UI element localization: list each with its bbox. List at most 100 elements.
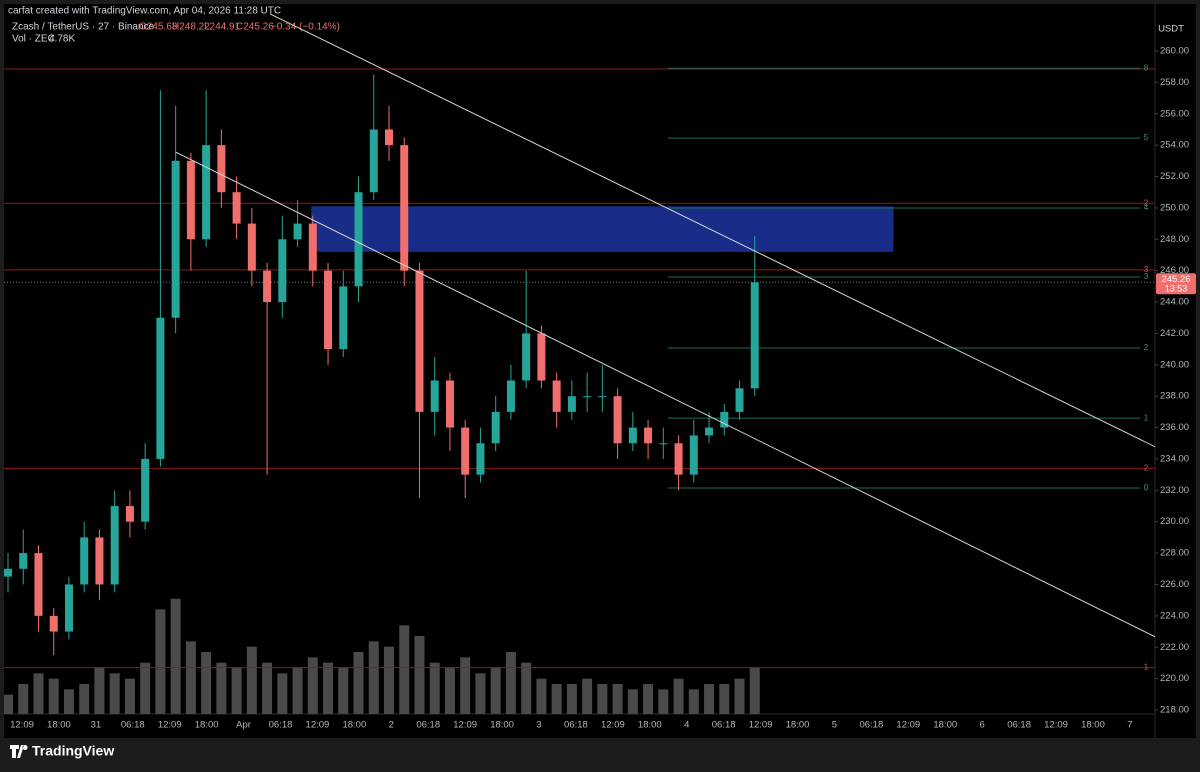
candle-body: [537, 333, 546, 381]
volume-bar: [170, 598, 181, 714]
volume-last: 4.78K: [49, 34, 75, 45]
volume-bar: [353, 652, 364, 714]
plot-background: [4, 4, 1196, 738]
candle-body: [308, 223, 317, 271]
x-tick-label: 18:00: [1081, 720, 1105, 731]
candle-body: [49, 615, 58, 632]
zone-box: [311, 206, 894, 252]
candle-body: [567, 396, 576, 412]
x-tick-label: 06:18: [121, 720, 145, 731]
volume-bar: [505, 652, 516, 714]
fib-label: 8: [1144, 63, 1149, 72]
volume-bar: [109, 673, 120, 714]
candle-body: [324, 270, 333, 350]
x-tick-label: 18:00: [342, 720, 366, 731]
y-tick-label: 244.00: [1160, 297, 1189, 308]
candle-body: [232, 192, 241, 224]
level-label: 3: [1144, 265, 1149, 274]
candle-body: [461, 427, 470, 475]
legend-open: O245.63: [139, 22, 178, 33]
candle-body: [141, 458, 150, 522]
y-tick-label: 228.00: [1160, 548, 1189, 559]
fib-label: 1: [1144, 413, 1149, 422]
candle-body: [217, 145, 226, 193]
volume-title: Vol · ZEC: [12, 34, 55, 45]
candle-body: [506, 380, 515, 412]
legend: Zcash / TetherUS · 27 · Binance O245.63 …: [12, 22, 340, 45]
x-tick-label: 18:00: [490, 720, 514, 731]
symbol: Zcash / TetherUS · 27 · Binance: [12, 22, 155, 33]
y-tick-label: 238.00: [1160, 391, 1189, 402]
x-tick-label: 12:09: [601, 720, 625, 731]
x-tick-label: 06:18: [416, 720, 440, 731]
candle-body: [445, 380, 454, 428]
volume-bar: [140, 662, 151, 714]
legend-change: −0.34 (−0.14%): [271, 22, 340, 33]
volume-bar: [48, 678, 59, 714]
y-tick-label: 258.00: [1160, 77, 1189, 88]
candle-body: [674, 443, 683, 475]
x-tick-label: 12:09: [453, 720, 477, 731]
volume-bar: [475, 673, 486, 714]
x-tick-label: 6: [980, 720, 985, 731]
y-tick-label: 236.00: [1160, 422, 1189, 433]
legend-high: H248.22: [172, 22, 210, 33]
volume-bar: [444, 668, 455, 714]
volume-bar: [155, 609, 166, 714]
volume-bar: [597, 684, 608, 714]
candle-body: [552, 380, 561, 412]
candle-body: [689, 435, 698, 475]
candle-body: [202, 145, 211, 240]
candle-body: [263, 270, 272, 303]
candle-body: [598, 396, 607, 398]
y-tick-label: 230.00: [1160, 516, 1189, 527]
volume-bar: [704, 684, 715, 714]
volume-bar: [658, 689, 669, 714]
brand-logo: [10, 745, 28, 758]
x-tick-label: 4: [684, 720, 689, 731]
volume-bar: [490, 668, 501, 714]
candle-body: [522, 333, 531, 381]
volume-bar: [231, 668, 242, 714]
legend-low: L244.91: [204, 22, 241, 33]
last-price-tag: [1156, 273, 1196, 295]
x-tick-label: 12:09: [1044, 720, 1068, 731]
candle-body: [95, 537, 104, 585]
legend-close: C245.26: [236, 22, 274, 33]
trendline: [269, 13, 1155, 448]
volume-bar: [368, 641, 379, 714]
volume-bar: [612, 684, 623, 714]
volume-bar: [292, 668, 303, 714]
candle-body: [628, 427, 637, 444]
attribution: carfat created with TradingView.com, Apr…: [8, 6, 281, 17]
volume-bar: [33, 673, 44, 714]
volume-bar: [338, 668, 349, 714]
candle-body: [110, 506, 119, 585]
volume-bar: [719, 684, 730, 714]
volume-bar: [4, 694, 13, 714]
candle-body: [278, 239, 287, 303]
brand-name: TradingView: [32, 743, 114, 759]
candle-body: [80, 537, 89, 585]
level-label: 1: [1144, 663, 1149, 672]
y-tick-label: 234.00: [1160, 453, 1189, 464]
candle-body: [339, 286, 348, 350]
candle-body: [64, 584, 73, 632]
y-tick-label: 220.00: [1160, 673, 1189, 684]
volume-bar: [185, 641, 196, 714]
candle-body: [19, 553, 28, 569]
candle-body: [247, 223, 256, 271]
x-tick-label: 18:00: [638, 720, 662, 731]
candle-body: [613, 396, 622, 444]
candle-body: [659, 443, 668, 445]
x-tick-label: 2: [389, 720, 394, 731]
y-tick-label: 256.00: [1160, 108, 1189, 119]
volume-bar: [521, 662, 532, 714]
volume-bar: [414, 636, 425, 714]
currency: USDT: [1158, 24, 1184, 35]
volume-bar: [551, 684, 562, 714]
volume-bar: [307, 657, 318, 714]
volume-bar: [94, 668, 105, 714]
volume-bar: [673, 678, 684, 714]
